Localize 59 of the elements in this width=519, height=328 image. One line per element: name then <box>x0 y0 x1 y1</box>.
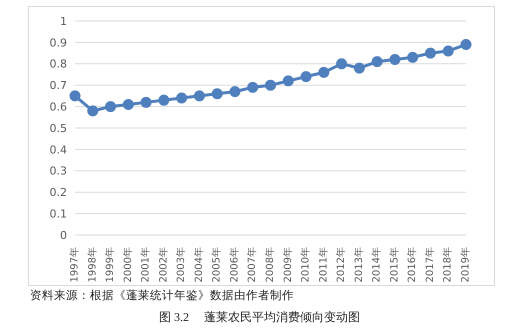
x-tick-label: 1998年 <box>86 247 98 282</box>
point <box>158 94 170 106</box>
caption: 图 3.2 蓬莱农民平均消费倾向变动图 <box>158 309 361 326</box>
point <box>194 90 205 102</box>
x-tick-label: 2000年 <box>122 247 134 282</box>
y-tick-label: 0.8 <box>50 58 67 71</box>
x-tick-label: 2006年 <box>228 247 240 282</box>
y-tick-label: 0.7 <box>50 79 67 92</box>
y-tick-label: 0.1 <box>50 208 67 221</box>
point <box>424 48 436 59</box>
y-tick-label: 0.3 <box>50 164 67 178</box>
y-tick-label: 0 <box>60 228 67 242</box>
x-tick-label: 2007年 <box>246 247 258 282</box>
point <box>389 54 400 66</box>
x-tick-label: 2019年 <box>460 247 472 282</box>
y-tick-label: 0.9 <box>50 36 67 50</box>
point <box>265 80 276 91</box>
point <box>318 66 330 78</box>
point <box>105 101 116 112</box>
point <box>336 58 348 70</box>
y-tick-label: 1 <box>60 14 67 28</box>
point <box>70 90 80 102</box>
x-tick-label: 1999年 <box>104 247 116 282</box>
point <box>460 39 472 50</box>
y-tick-label: 0.2 <box>50 186 67 200</box>
point <box>212 88 223 100</box>
y-tick-label: 0.5 <box>50 122 67 135</box>
point <box>247 82 258 93</box>
x-tick-label: 2010年 <box>300 247 312 282</box>
x-tick-label: 2014年 <box>370 247 383 282</box>
point <box>372 56 383 68</box>
x-tick-label: 2008年 <box>264 247 276 282</box>
point <box>229 86 240 98</box>
x-tick-label: 2017年 <box>424 247 436 282</box>
x-tick-label: 2011年 <box>317 247 330 282</box>
x-tick-label: 2005年 <box>210 247 223 282</box>
x-tick-label: 2015年 <box>388 247 400 282</box>
x-tick-label: 2001年 <box>140 247 152 282</box>
point <box>354 62 365 74</box>
point <box>140 96 152 108</box>
point <box>407 52 418 63</box>
x-tick-label: 2009年 <box>282 247 294 282</box>
point <box>300 71 312 82</box>
text: 资料来源：根据《蓬莱统计年鉴》数据由作者制作 <box>30 288 294 303</box>
x-tick-label: 2013年 <box>352 247 365 282</box>
point <box>122 98 134 110</box>
x-tick-label: 2012年 <box>335 247 348 282</box>
x-tick-label: 2018年 <box>442 247 454 282</box>
point <box>282 75 294 86</box>
x-tick-label: 2003年 <box>175 247 188 282</box>
y-tick-label: 0.4 <box>50 143 67 156</box>
point <box>87 105 98 116</box>
y-tick-label: 0.6 <box>50 100 67 114</box>
point <box>442 45 454 56</box>
x-tick-label: 2016年 <box>406 247 418 282</box>
x-tick-label: 1997年 <box>68 247 80 282</box>
point <box>176 92 188 104</box>
x-tick-label: 2002年 <box>157 247 170 282</box>
x-tick-label: 2004年 <box>192 247 205 282</box>
